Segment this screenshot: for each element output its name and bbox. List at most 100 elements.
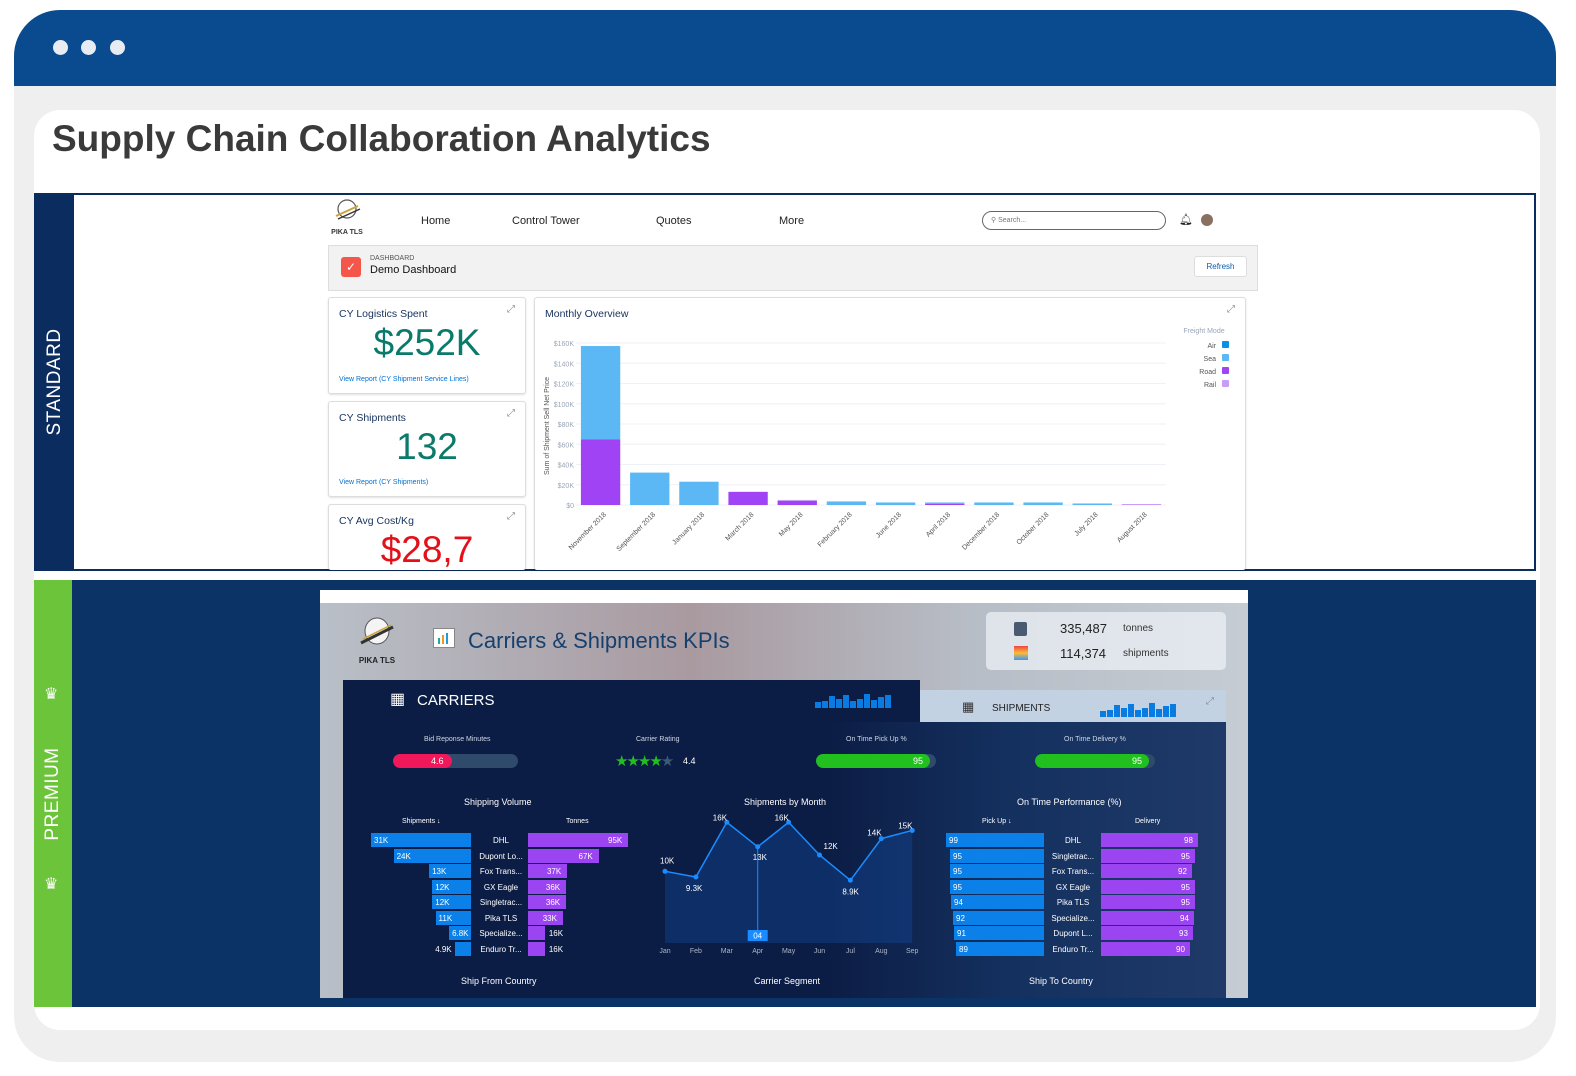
chart-icon xyxy=(433,628,455,648)
carriers-panel xyxy=(343,722,1226,998)
bar-delivery xyxy=(1101,864,1192,878)
tab-carriers-label: CARRIERS xyxy=(417,692,495,709)
sparkline-bar xyxy=(1128,704,1134,717)
hover-tooltip-label: 04 xyxy=(753,932,762,941)
data-label: 16K xyxy=(775,813,790,822)
nav-home[interactable]: Home xyxy=(421,215,451,227)
data-point xyxy=(755,844,761,850)
expand-icon[interactable]: ⤢ xyxy=(507,408,515,419)
legend-swatch xyxy=(1222,341,1229,348)
window-dot xyxy=(110,40,125,55)
data-point xyxy=(662,868,668,874)
bar-label: 13K xyxy=(432,867,447,876)
sparkline-bar xyxy=(864,694,870,708)
bar-sea xyxy=(875,502,916,505)
sparkline-bar xyxy=(871,700,877,708)
kpi-card-shipments[interactable]: CY Shipments ⤢ 132 View Report (CY Shipm… xyxy=(328,401,526,497)
y-tick-label: $80K xyxy=(558,422,575,429)
bar-tonnes xyxy=(528,941,545,956)
carrier-name: Dupont Lo... xyxy=(479,851,523,861)
expand-icon[interactable]: ⤢ xyxy=(507,511,515,522)
column-header[interactable]: Delivery xyxy=(1135,818,1161,825)
data-label: 12K xyxy=(824,842,839,851)
carrier-name: Specialize... xyxy=(479,929,523,938)
nav-quotes[interactable]: Quotes xyxy=(656,215,692,227)
bar-label: 95 xyxy=(1181,851,1190,861)
gauge-fill xyxy=(816,754,930,768)
column-header[interactable]: Tonnes xyxy=(566,818,589,825)
x-tick-label: July 2018 xyxy=(1074,511,1100,537)
bar-label: 91 xyxy=(957,929,966,938)
x-tick-label: May 2018 xyxy=(778,511,805,538)
bar-delivery xyxy=(1101,910,1194,925)
sparkline-bar xyxy=(850,701,856,708)
gauge-label: On Time Pick Up % xyxy=(846,736,907,743)
y-tick-label: $20K xyxy=(558,483,575,490)
view-report-link[interactable]: View Report (CY Shipment Service Lines) xyxy=(339,376,469,383)
bar-label: 99 xyxy=(949,836,958,845)
bar-shipments xyxy=(435,910,471,925)
dashboard-header: ✓ DASHBOARD Demo Dashboard Refresh xyxy=(328,245,1258,291)
carrier-segment-title: Carrier Segment xyxy=(754,976,821,986)
x-tick-label: Apr xyxy=(752,948,764,955)
y-tick-label: $160K xyxy=(554,341,575,348)
bar-tonnes xyxy=(528,895,566,909)
pika-logo[interactable]: PIKA TLS xyxy=(330,198,364,236)
on-time-performance-title: On Time Performance (%) xyxy=(1017,797,1122,807)
y-axis-label: Sum of Shipment Sell Net Price xyxy=(544,377,551,475)
data-point xyxy=(909,827,915,833)
search-input[interactable]: ⚲ Search... xyxy=(982,211,1166,230)
legend-title: Freight Mode xyxy=(1183,328,1224,335)
gauge-label: Bid Reponse Minutes xyxy=(424,736,491,743)
x-tick-label: June 2018 xyxy=(875,511,903,539)
expand-icon[interactable]: ⤢ xyxy=(1206,696,1214,707)
bar-label: 33K xyxy=(542,913,557,923)
sparkline-bar xyxy=(885,695,891,708)
kpi-value: $252K xyxy=(373,322,481,363)
bar-label: 16K xyxy=(548,929,564,938)
bell-icon[interactable]: 🔔︎ xyxy=(1179,214,1193,226)
x-tick-label: May xyxy=(782,948,796,955)
refresh-button[interactable]: Refresh xyxy=(1194,256,1247,277)
nav-control-tower[interactable]: Control Tower xyxy=(512,215,580,227)
hover-tooltip xyxy=(747,930,768,941)
crown-icon: ♛ xyxy=(44,686,59,703)
bar-label: 6.8K xyxy=(452,929,469,938)
bar-label: 93 xyxy=(1179,929,1188,938)
shipments-sparkline xyxy=(1100,703,1176,717)
expand-icon[interactable]: ⤢ xyxy=(1227,304,1235,315)
column-header[interactable]: Pick Up ↓ xyxy=(982,818,1012,825)
bid-response-gauge xyxy=(393,754,518,768)
bar-rail xyxy=(1121,503,1162,505)
data-point xyxy=(693,874,699,880)
sparkline-bar xyxy=(878,697,884,708)
y-tick-label: $100K xyxy=(554,402,575,409)
data-label: 10K xyxy=(660,856,675,865)
bar-label: 89 xyxy=(959,944,968,954)
sparkline-bar xyxy=(1121,708,1127,717)
nav-more[interactable]: More xyxy=(779,215,805,227)
standard-label: STANDARD xyxy=(44,328,65,436)
totals-panel: 335,487 tonnes 114,374 shipments xyxy=(986,612,1226,670)
bar-delivery xyxy=(1101,926,1193,940)
bar-label: 95 xyxy=(1181,882,1190,892)
avatar[interactable] xyxy=(1201,214,1213,226)
bar-shipments xyxy=(371,833,471,847)
legend-swatch xyxy=(1222,354,1229,361)
kpi-card-logistics-spent[interactable]: CY Logistics Spent ⤢ $252K View Report (… xyxy=(328,297,526,394)
kpi-card-avg-cost[interactable]: CY Avg Cost/Kg ⤢ $28,7 xyxy=(328,504,526,570)
sparkline-bar xyxy=(829,696,835,708)
bar-delivery xyxy=(1101,833,1198,847)
bar-road xyxy=(728,491,768,505)
column-header[interactable]: Shipments ↓ xyxy=(402,818,441,825)
view-report-link[interactable]: View Report (CY Shipments) xyxy=(339,479,429,486)
building-icon: ▦ xyxy=(390,691,406,708)
tab-shipments[interactable]: ▦ SHIPMENTS ⤢ xyxy=(920,690,1226,722)
x-tick-label: Sep xyxy=(906,948,919,955)
bar-tonnes xyxy=(528,848,599,863)
expand-icon[interactable]: ⤢ xyxy=(507,304,515,315)
bar-tonnes xyxy=(528,879,566,894)
x-tick-label: March 2018 xyxy=(724,511,755,542)
pika-logo[interactable]: PIKA TLS xyxy=(355,615,399,667)
bar-sea xyxy=(679,481,719,505)
